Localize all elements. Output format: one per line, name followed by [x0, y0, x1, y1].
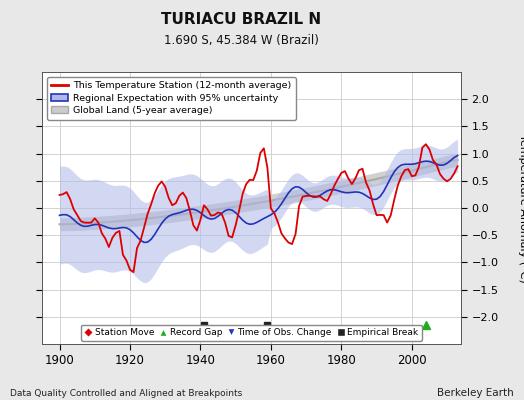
Y-axis label: Temperature Anomaly (°C): Temperature Anomaly (°C): [518, 134, 524, 282]
Text: Berkeley Earth: Berkeley Earth: [437, 388, 514, 398]
Text: Data Quality Controlled and Aligned at Breakpoints: Data Quality Controlled and Aligned at B…: [10, 389, 243, 398]
Text: TURIACU BRAZIL N: TURIACU BRAZIL N: [161, 12, 321, 27]
Legend: Station Move, Record Gap, Time of Obs. Change, Empirical Break: Station Move, Record Gap, Time of Obs. C…: [81, 325, 422, 341]
Text: 1.690 S, 45.384 W (Brazil): 1.690 S, 45.384 W (Brazil): [163, 34, 319, 47]
